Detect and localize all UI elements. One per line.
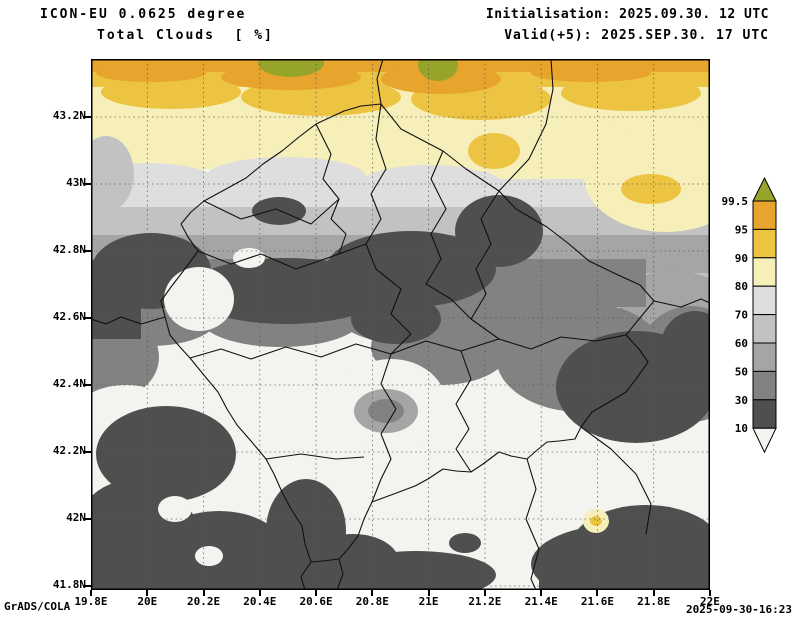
lon-tick-label: 20.8E (355, 595, 389, 608)
lon-tick-mark (315, 590, 318, 596)
colorbar-tick-label: 99.5 (722, 195, 749, 208)
lat-tick-mark (83, 585, 91, 587)
colorbar-segment (752, 285, 777, 316)
lat-tick-mark (83, 317, 91, 319)
colorbar: 99.5 95 90 80 70 60 50 30 10 (722, 176, 777, 454)
valid-time-label: Valid(+5): 2025.SEP.30. 17 UTC (504, 28, 769, 43)
lon-tick-mark (427, 590, 430, 596)
lon-tick-mark (258, 590, 261, 596)
lon-tick-label: 21.6E (580, 595, 614, 608)
variable-title: Total Clouds [ %] (97, 28, 274, 43)
map-plot-area (91, 59, 710, 590)
lon-tick-label: 21E (418, 595, 439, 608)
lon-tick-label: 21.8E (637, 595, 671, 608)
lat-tick-mark (83, 384, 91, 386)
cloud-band-gt995 (258, 59, 458, 81)
lon-tick-label: 20E (137, 595, 158, 608)
colorbar-segment (752, 314, 777, 344)
colorbar-tick-label: 10 (735, 422, 748, 435)
lon-tick-label: 19.8E (74, 595, 108, 608)
colorbar-segment (752, 399, 777, 429)
lon-tick-label: 20.6E (299, 595, 333, 608)
lon-tick-mark (483, 590, 486, 596)
lat-tick-label: 42.4N (52, 377, 86, 390)
colorbar-tick-label: 70 (735, 309, 748, 322)
colorbar-arrow-top (752, 176, 777, 202)
cloud-cover-field (91, 59, 710, 590)
init-time-label: Initialisation: 2025.09.30. 12 UTC (485, 7, 769, 22)
colorbar-segment (752, 257, 777, 287)
lat-tick-mark (83, 250, 91, 252)
lat-tick-label: 43.2N (52, 109, 86, 122)
lat-tick-label: 42.8N (52, 243, 86, 256)
lon-tick-mark (540, 590, 543, 596)
cloud-band-10-30-south (91, 406, 710, 590)
colorbar-tick-label: 50 (735, 365, 748, 378)
lon-tick-mark (652, 590, 655, 596)
lat-tick-mark (83, 183, 91, 185)
lat-tick-label: 42N (66, 511, 86, 524)
lon-tick-label: 20.4E (243, 595, 277, 608)
colorbar-segment (752, 370, 777, 401)
lat-tick-label: 42.6N (52, 310, 86, 323)
colorbar-segment (752, 200, 777, 230)
colorbar-segment (752, 342, 777, 372)
clear-holes-south (158, 496, 223, 566)
cloud-patch-south-centre (354, 389, 418, 433)
lon-tick-label: 21.2E (468, 595, 502, 608)
lat-tick-label: 42.2N (52, 444, 86, 457)
lon-tick-label: 21.4E (524, 595, 558, 608)
model-title: ICON-EU 0.0625 degree (40, 7, 247, 22)
colorbar-segment (752, 228, 777, 259)
cloud-band-95-995 (91, 59, 710, 94)
lon-tick-mark (596, 590, 599, 596)
colorbar-tick-label: 60 (735, 337, 748, 350)
lon-tick-mark (708, 590, 711, 596)
map-frame-border (91, 59, 710, 590)
colorbar-arrow-bottom (752, 427, 777, 454)
lat-tick-mark (83, 116, 91, 118)
colorbar-tick-label: 95 (735, 223, 748, 236)
bright-spot-southeast (583, 509, 609, 533)
lat-tick-label: 41.8N (52, 578, 86, 591)
lat-tick-mark (83, 451, 91, 453)
lon-tick-mark (146, 590, 149, 596)
lon-tick-mark (371, 590, 374, 596)
grads-credit: GrADS/COLA (4, 600, 71, 613)
render-timestamp: 2025-09-30-16:23 (686, 603, 792, 616)
lat-tick-label: 43N (66, 176, 86, 189)
lat-tick-mark (83, 518, 91, 520)
lon-tick-mark (202, 590, 205, 596)
lon-tick-label: 20.2E (186, 595, 221, 608)
colorbar-tick-label: 30 (735, 394, 748, 407)
colorbar-tick-label: 90 (735, 252, 748, 265)
country-borders (91, 59, 710, 590)
lon-tick-mark (90, 590, 92, 596)
colorbar-tick-label: 80 (735, 280, 748, 293)
